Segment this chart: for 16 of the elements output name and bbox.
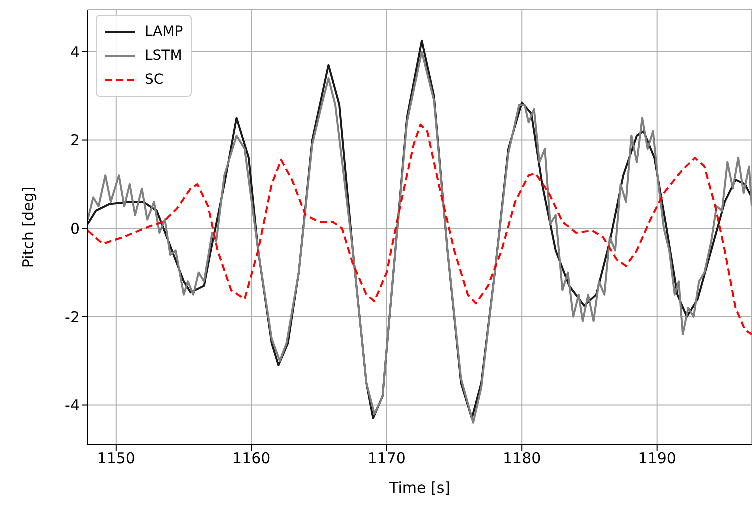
y-tick-label: 4 xyxy=(70,43,80,62)
y-axis-title: Pitch [deg] xyxy=(19,186,38,268)
x-tick-label: 1160 xyxy=(232,450,271,468)
x-tick-label: 1190 xyxy=(638,450,676,468)
x-axis-title: Time [s] xyxy=(388,479,450,497)
legend-label: LSTM xyxy=(145,47,182,66)
legend-label: SC xyxy=(145,71,164,90)
x-tick-label: 1170 xyxy=(368,450,406,468)
y-tick-label: 0 xyxy=(70,220,80,238)
legend-label: LAMP xyxy=(145,23,184,42)
x-tick-label: 1150 xyxy=(97,450,136,468)
y-tick-label: -2 xyxy=(65,308,80,326)
line-series xyxy=(88,124,752,336)
y-tick-label: -4 xyxy=(65,396,80,415)
y-tick-label: 2 xyxy=(70,132,80,150)
x-tick-label: 1180 xyxy=(503,450,542,468)
